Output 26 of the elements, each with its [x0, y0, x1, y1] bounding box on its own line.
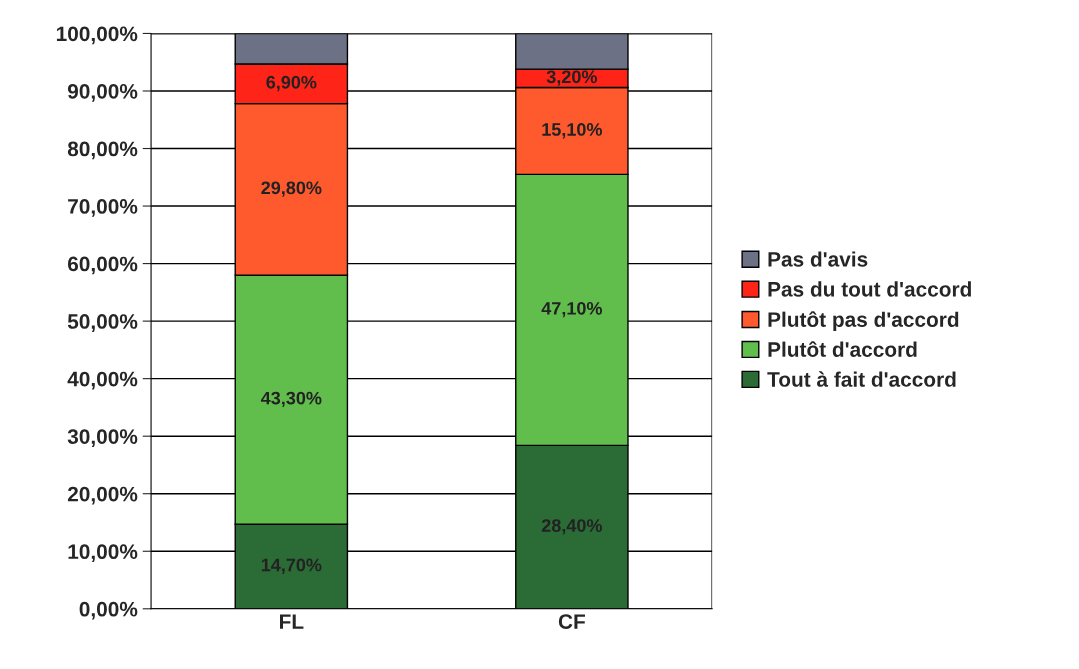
- data-label: 3,20%: [546, 70, 597, 86]
- data-label: 15,10%: [542, 123, 603, 139]
- y-tick-label: 30,00%: [67, 429, 138, 447]
- legend-label: Plutôt d'accord: [768, 341, 917, 357]
- y-tick-label: 100,00%: [56, 26, 138, 45]
- legend-label: Pas du tout d'accord: [768, 281, 971, 297]
- data-label: 29,80%: [261, 181, 322, 197]
- y-tick-label: 20,00%: [67, 486, 138, 505]
- y-tick-label: 90,00%: [67, 83, 138, 102]
- y-tick-label: 70,00%: [68, 199, 138, 217]
- legend-label: Tout à fait d'accord: [767, 371, 956, 387]
- data-label: 14,70%: [261, 558, 322, 574]
- data-label: 47,10%: [541, 301, 603, 318]
- y-tick-label: 80,00%: [67, 141, 138, 160]
- x-tick-label: CF: [558, 614, 585, 629]
- y-tick-label: 10,00%: [68, 544, 138, 563]
- y-tick-label: 50,00%: [67, 314, 138, 332]
- y-tick-label: 60,00%: [67, 256, 138, 275]
- x-tick-label: FL: [280, 614, 304, 629]
- legend-label: Plutôt pas d'accord: [768, 311, 959, 332]
- legend-label: Pas d'avis: [768, 251, 868, 267]
- data-label: 6,90%: [266, 75, 317, 92]
- data-label: 28,40%: [541, 519, 603, 535]
- y-tick-label: 0,00%: [79, 601, 138, 620]
- data-label: 43,30%: [260, 391, 322, 408]
- y-tick-label: 40,00%: [67, 371, 138, 390]
